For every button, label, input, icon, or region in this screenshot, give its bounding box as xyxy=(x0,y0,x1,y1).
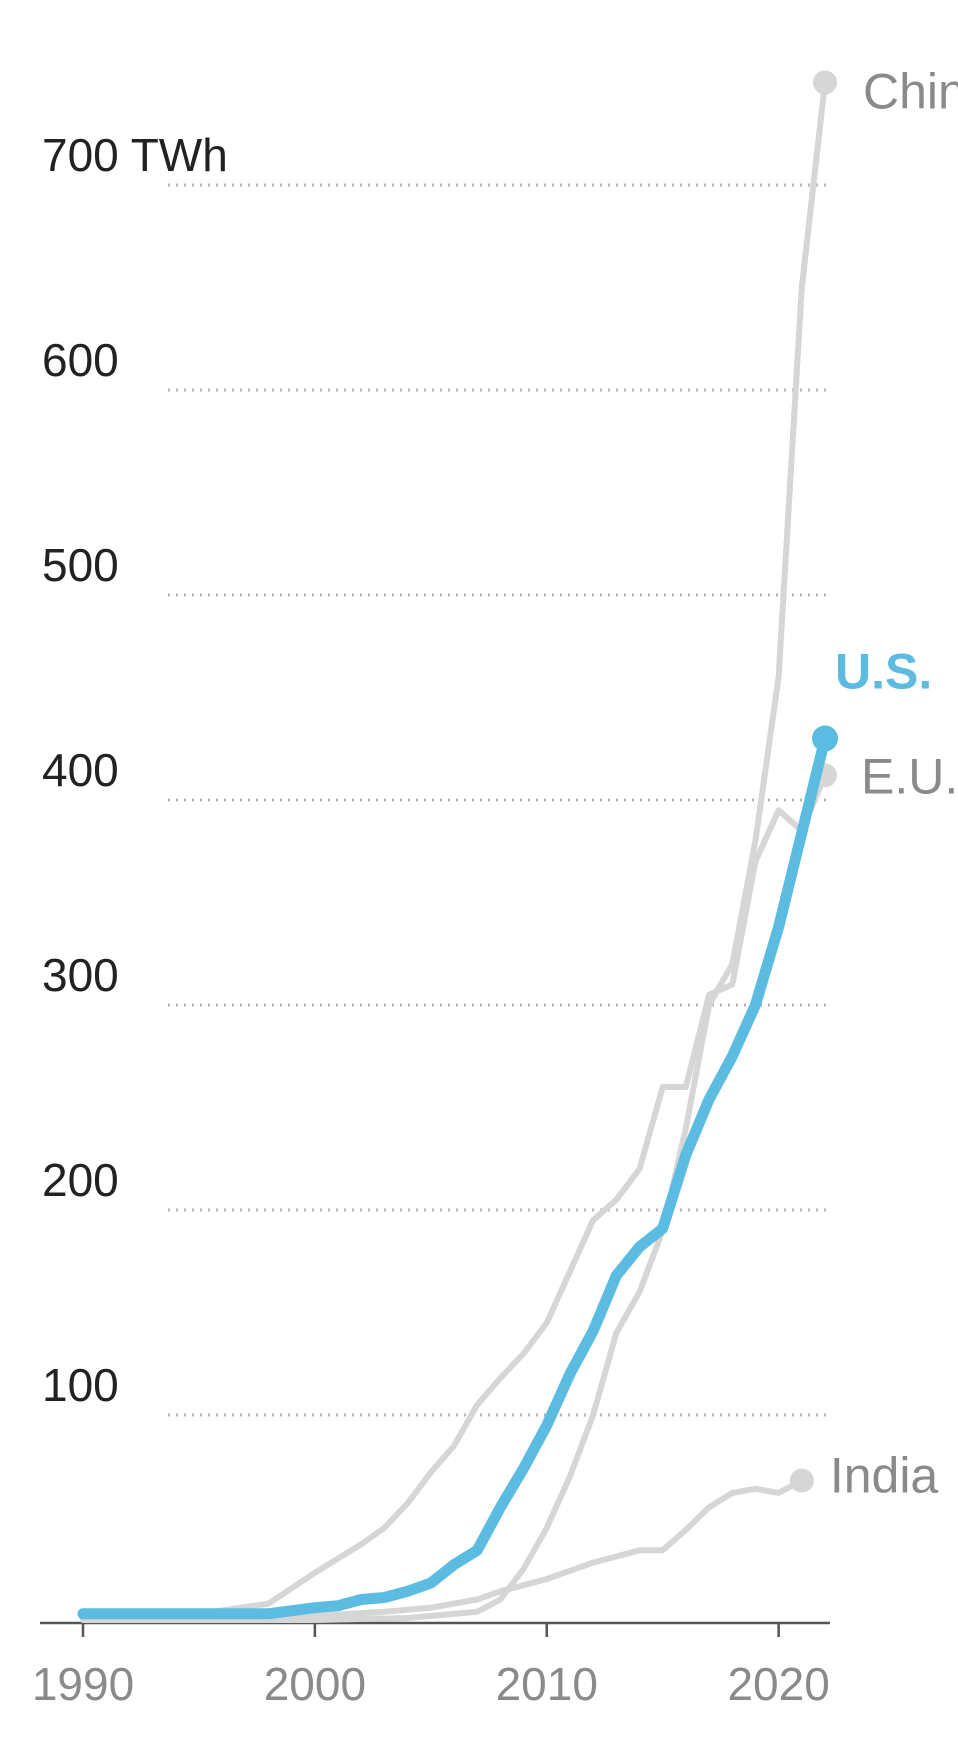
y-tick-label: 700 TWh xyxy=(42,129,228,181)
y-tick-label: 500 xyxy=(42,539,119,591)
series-labels: China E.U. India U.S. xyxy=(830,64,958,1504)
y-tick-label: 200 xyxy=(42,1154,119,1206)
end-point-china xyxy=(813,70,837,95)
series-label-u-s: U.S. xyxy=(835,644,932,700)
end-point-india xyxy=(789,1468,814,1493)
gridlines xyxy=(168,183,830,1417)
end-point-u-s xyxy=(812,725,838,752)
x-tick-label: 2000 xyxy=(264,1658,366,1710)
series-line-e-u xyxy=(80,772,828,1621)
y-axis-ticks: 100 200 300 400 500 600 700 TWh xyxy=(42,129,228,1411)
x-axis: 1990 2000 2010 2020 xyxy=(32,1621,830,1710)
series-line-india xyxy=(80,1477,805,1623)
y-tick-label: 400 xyxy=(42,744,119,796)
y-tick-label: 600 xyxy=(42,334,119,386)
x-tick-label: 2010 xyxy=(496,1658,598,1710)
series-label-india: India xyxy=(830,1448,939,1504)
y-tick-label: 300 xyxy=(42,949,119,1001)
series-label-china: China xyxy=(863,64,958,120)
series-line-u-s xyxy=(77,733,831,1620)
x-tick-label: 2020 xyxy=(727,1658,829,1710)
series-label-e-u: E.U. xyxy=(861,748,958,804)
series-line-china xyxy=(80,79,828,1623)
x-tick-label: 1990 xyxy=(32,1658,134,1710)
series-lines xyxy=(77,70,838,1623)
y-tick-label: 100 xyxy=(42,1359,119,1411)
